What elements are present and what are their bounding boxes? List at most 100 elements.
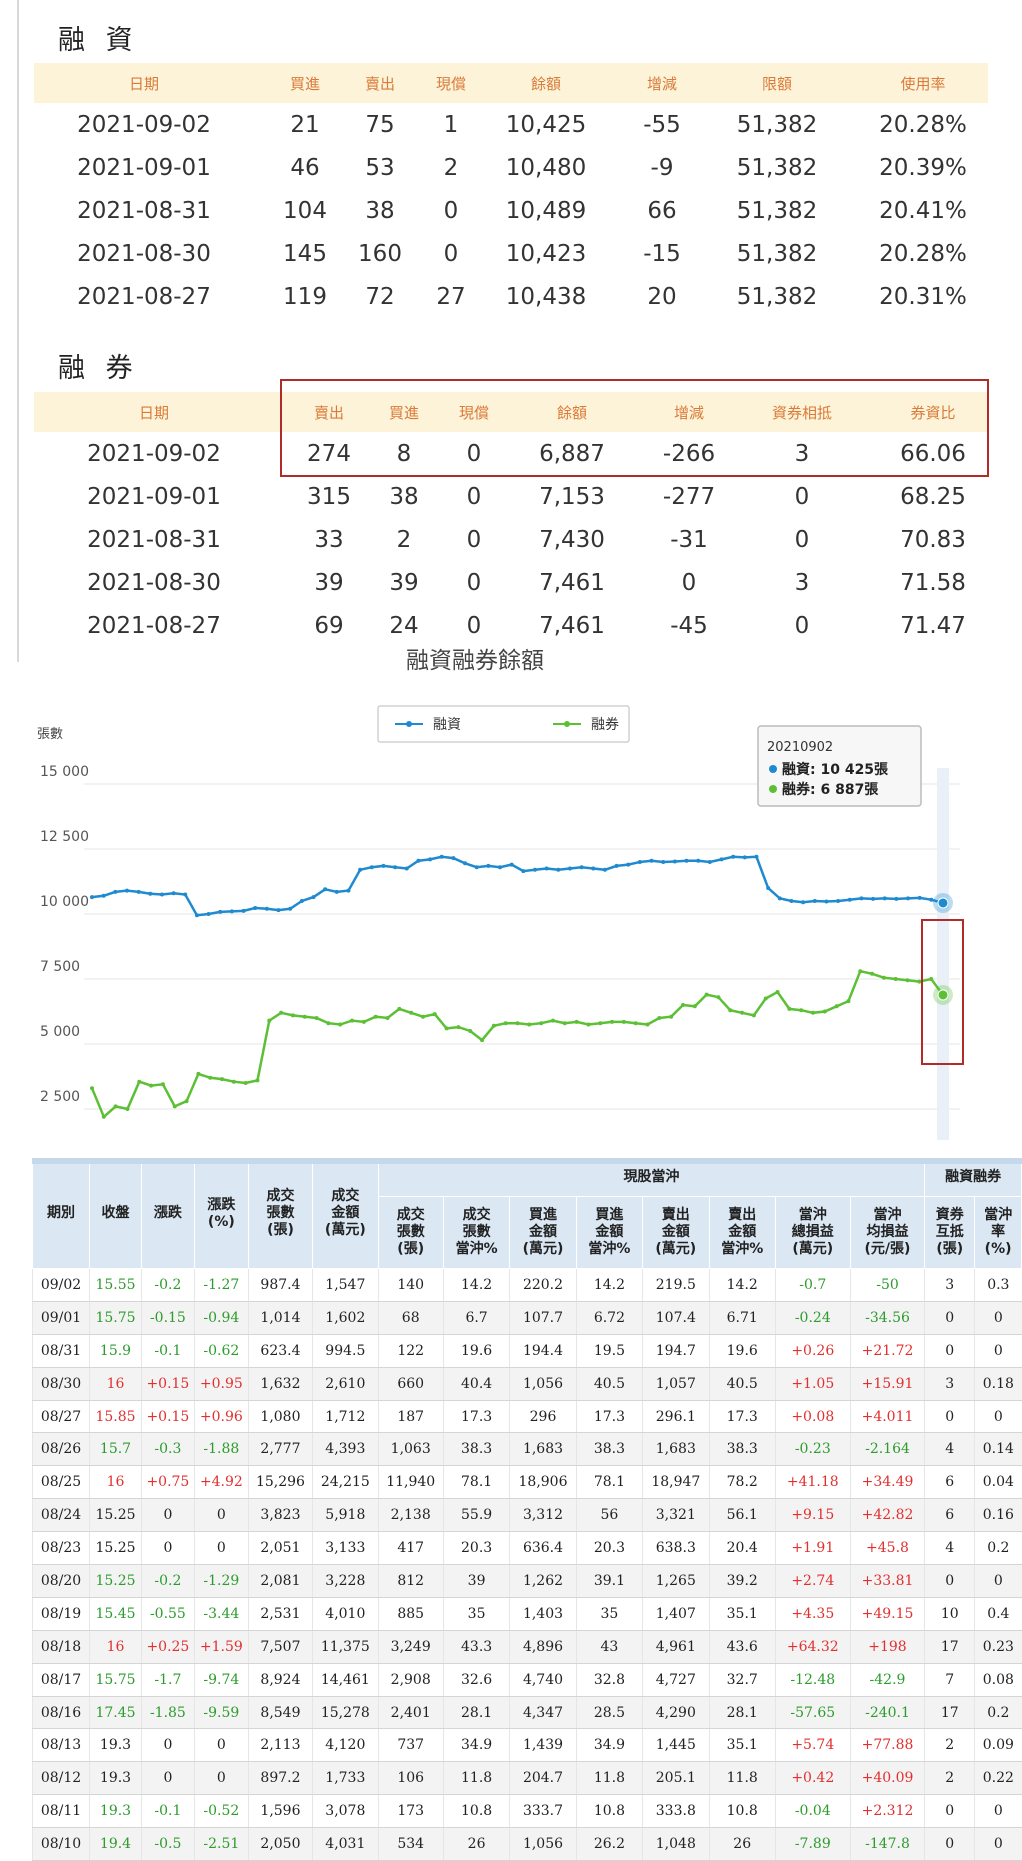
series-point <box>137 1079 142 1084</box>
short_section-cell: 0 <box>681 569 697 596</box>
header-cell: 成交 張數 (張) <box>247 1158 314 1269</box>
series-point <box>498 865 503 870</box>
series-point <box>515 1021 520 1026</box>
margin_section-cell: 21 <box>290 111 320 138</box>
table-cell: 08/18 <box>31 1630 90 1664</box>
series-point <box>218 909 223 914</box>
short_section-row: 2021-09-02 274 8 0 6,887 -266 3 66.06 <box>34 432 988 475</box>
table-cell: 660 <box>377 1367 444 1401</box>
short_section-cell: -266 <box>662 440 716 467</box>
table-cell: 4 <box>924 1531 975 1566</box>
margin_section-cell: 160 <box>358 240 402 267</box>
legend-box <box>377 705 630 743</box>
series-point <box>521 869 526 874</box>
short_section-cell: 315 <box>307 483 351 510</box>
series-point <box>323 887 328 892</box>
series-point <box>90 895 94 900</box>
margin_section-cell: 119 <box>283 283 327 310</box>
table-cell: 26 <box>708 1827 776 1861</box>
table-cell: 0 <box>924 1827 975 1861</box>
short_section-cell: 6,887 <box>539 440 605 467</box>
y-tick-label: 2 500 <box>40 1089 80 1105</box>
series-point <box>171 891 176 896</box>
series-point <box>836 899 841 903</box>
table-cell: 4,290 <box>642 1696 710 1730</box>
table-cell: 08/17 <box>31 1663 90 1697</box>
margin_section-row: 2021-08-31 104 38 0 10,489 66 51,382 20.41% <box>34 189 988 232</box>
table-cell: +45.8 <box>849 1531 925 1566</box>
series-point <box>253 906 258 911</box>
table-cell: 16 <box>89 1465 142 1500</box>
table-cell: 987.4 <box>247 1268 313 1302</box>
table-cell: 1,632 <box>247 1367 313 1401</box>
margin_section-row: 2021-09-02 21 75 1 10,425 -55 51,382 20.28% <box>34 103 988 146</box>
table-cell: 885 <box>377 1597 444 1631</box>
series-point <box>567 866 572 871</box>
table-cell: 11,940 <box>377 1465 444 1500</box>
legend-swatch-dot <box>406 721 412 727</box>
table-cell: 78.1 <box>575 1465 643 1500</box>
series-point <box>279 1010 284 1015</box>
table-cell: 0 <box>974 1794 1022 1829</box>
table-cell: 14.2 <box>575 1268 643 1302</box>
table-cell: 08/25 <box>31 1465 90 1500</box>
table-cell: 2,113 <box>247 1728 313 1763</box>
margin_section-cell: 10,438 <box>505 283 587 310</box>
header-cell: 賣出 金額 (萬元) <box>642 1196 710 1269</box>
short_section-row: 2021-09-01 315 38 0 7,153 -277 0 68.25 <box>34 475 988 518</box>
table-cell: 0 <box>193 1761 249 1796</box>
short_section-cell: -45 <box>670 612 708 639</box>
margin_section-cell: 51,382 <box>736 240 818 267</box>
margin_section-cell: 20.41% <box>879 197 967 224</box>
series-point <box>870 971 875 976</box>
table-cell: 2,050 <box>247 1827 313 1861</box>
margin_section-cell: 53 <box>365 154 395 181</box>
margin_section-cell: -15 <box>643 240 681 267</box>
margin_section-cell: 51,382 <box>736 197 818 224</box>
table-cell: 0.18 <box>974 1367 1022 1401</box>
table-cell: 38.3 <box>442 1432 510 1467</box>
table-cell: -3.44 <box>193 1597 249 1631</box>
series-point <box>432 1012 437 1017</box>
series-point <box>290 1013 295 1018</box>
table-cell: 2,051 <box>247 1531 313 1566</box>
table-cell: 1,048 <box>642 1827 710 1861</box>
margin_section-header-cell: 限額 <box>761 74 792 93</box>
margin_section-row: 2021-08-30 145 160 0 10,423 -15 51,382 20.28% <box>34 232 988 275</box>
series-point <box>334 889 339 894</box>
table-cell: -0.52 <box>193 1794 249 1829</box>
series-point <box>451 856 456 861</box>
series-point <box>373 1014 378 1019</box>
series-point <box>680 1003 685 1007</box>
margin_section-header-cell: 使用率 <box>900 74 946 93</box>
series-point <box>311 895 316 900</box>
table-cell: 1,596 <box>247 1794 313 1829</box>
table-cell: 19.4 <box>89 1827 142 1861</box>
table-cell: 18,947 <box>642 1465 710 1500</box>
highlight-box-last-point <box>921 919 964 1065</box>
table-cell: 1,683 <box>509 1432 577 1467</box>
table-cell: 6 <box>924 1465 975 1500</box>
margin_section-row: 2021-08-27 119 72 27 10,438 20 51,382 20.31% <box>34 275 988 318</box>
table-row: 08/26 15.7 -0.3 -1.88 2,777 4,393 1,063 38.3 1,6… <box>31 1432 1022 1467</box>
series-point <box>160 1082 165 1087</box>
table-cell: 4,727 <box>642 1663 710 1697</box>
table-cell: 09/02 <box>31 1268 90 1302</box>
table-cell: 187 <box>377 1400 444 1434</box>
table-cell: +0.96 <box>193 1400 249 1434</box>
table-cell: 8,549 <box>247 1696 313 1730</box>
table-cell: 0.2 <box>974 1531 1022 1566</box>
table-cell: 15.25 <box>89 1564 142 1598</box>
table-cell: 0 <box>974 1400 1022 1434</box>
table-cell: 10 <box>924 1597 975 1631</box>
table-cell: -0.62 <box>193 1334 249 1368</box>
table-cell: 638.3 <box>642 1531 710 1566</box>
table-cell: 296 <box>509 1400 577 1434</box>
short_section-cell: 2021-08-27 <box>87 612 221 639</box>
series-point <box>381 863 386 868</box>
table-row: 08/12 19.3 0 0 897.2 1,733 106 11.8 204.7 11.8 205… <box>31 1761 1022 1796</box>
header-cell: 當沖 均損益 (元/張) <box>849 1196 926 1269</box>
table-cell: 08/23 <box>31 1531 90 1566</box>
short_section-header-cell: 券資比 <box>910 403 956 422</box>
table-cell: -34.56 <box>849 1301 925 1335</box>
